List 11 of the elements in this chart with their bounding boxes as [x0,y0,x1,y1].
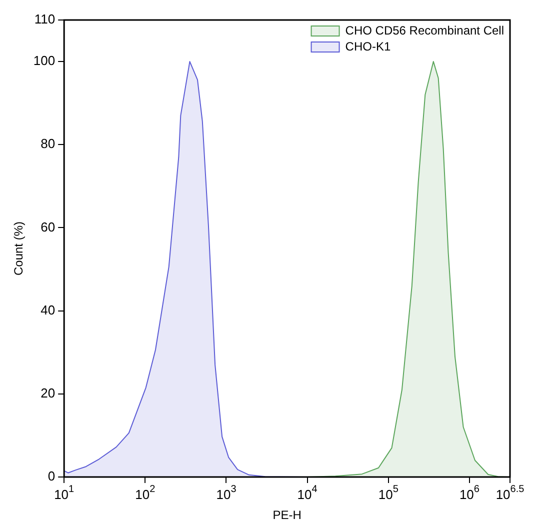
y-tick-label: 40 [40,302,56,318]
y-tick-label: 20 [40,385,56,400]
legend-label: CHO CD56 Recombinant Cell [345,23,504,38]
legend-label: CHO-K1 [345,39,391,54]
y-tick-label: 80 [40,136,56,152]
y-tick-label: 60 [40,219,56,234]
y-tick-label: 100 [33,53,56,68]
y-axis-title: Count (%) [12,221,26,276]
y-tick-label: 110 [34,12,56,27]
y-tick-label: 0 [48,468,56,484]
x-axis-title: PE-H [272,508,302,522]
